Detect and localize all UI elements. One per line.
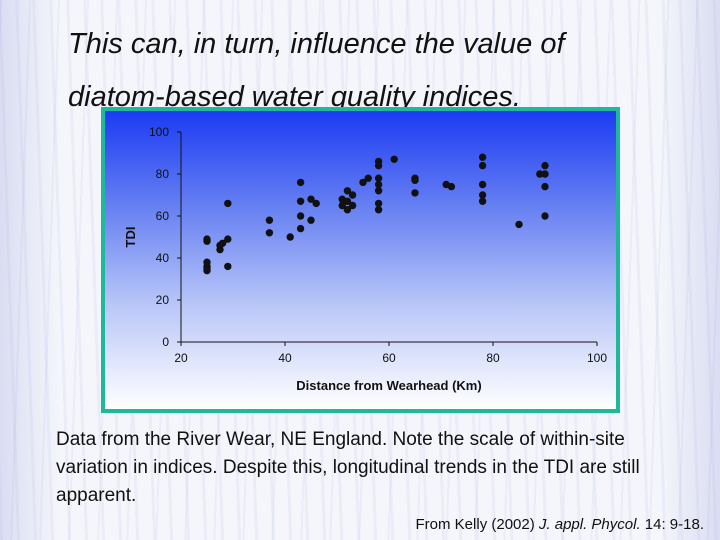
data-point (374, 199, 383, 208)
data-point (203, 266, 211, 275)
y-tick-label: 60 (156, 209, 170, 223)
data-point (224, 199, 232, 208)
data-point (296, 224, 305, 233)
data-point (203, 235, 211, 243)
data-point (343, 197, 352, 205)
data-point (343, 206, 352, 214)
y-tick-label: 0 (162, 335, 169, 349)
scatter-chart: 0 20 40 60 80 100 20 40 60 80 100 Distance from Wea… (123, 125, 607, 393)
data-point (265, 216, 274, 224)
y-tick-label: 100 (149, 125, 169, 139)
data-point (515, 220, 523, 229)
data-point (374, 206, 383, 214)
data-point (390, 155, 398, 163)
citation-prefix: From Kelly (2002) (415, 516, 535, 533)
y-axis-label: TDI (123, 227, 138, 248)
data-point (411, 176, 419, 184)
data-point (265, 229, 274, 237)
data-point (359, 178, 367, 187)
data-point (348, 201, 357, 210)
data-point (541, 170, 549, 178)
x-tick-label: 80 (486, 351, 500, 365)
data-point (447, 182, 456, 191)
data-point (411, 189, 419, 197)
citation-journal: J. appl. Phycol. (538, 516, 641, 533)
data-point (478, 197, 487, 205)
data-point (374, 174, 383, 182)
citation-suffix: 14: 9-18. (644, 516, 704, 533)
data-point (348, 191, 357, 199)
data-point (374, 180, 383, 189)
data-point (478, 180, 487, 189)
data-point (224, 262, 232, 271)
y-tick-label: 20 (156, 293, 170, 307)
data-point (478, 191, 487, 199)
data-point (338, 201, 346, 210)
y-tick-label: 80 (156, 167, 170, 181)
x-tick-label: 60 (382, 351, 396, 365)
data-point (307, 216, 315, 224)
data-point (478, 161, 487, 170)
data-point (478, 153, 487, 161)
data-point (218, 239, 227, 247)
data-point (541, 212, 549, 220)
data-point (296, 178, 305, 187)
data-point (296, 212, 305, 220)
x-tick-label: 40 (278, 351, 292, 365)
data-point (364, 174, 372, 182)
x-tick-label: 20 (174, 351, 188, 365)
title-line-1: This can, in turn, influence the value o… (68, 28, 565, 60)
x-axis-label: Distance from Wearhead (Km) (296, 378, 481, 393)
data-point (312, 199, 320, 208)
data-point (541, 182, 549, 191)
data-point (374, 187, 383, 195)
x-tick-label: 100 (587, 351, 607, 365)
data-point (536, 170, 544, 178)
chart-frame: 0 20 40 60 80 100 20 40 60 80 100 Distance from Wea… (101, 107, 620, 413)
data-point (224, 235, 232, 243)
data-point (286, 233, 294, 241)
data-point (541, 161, 549, 170)
data-point (296, 197, 305, 205)
data-point (343, 187, 352, 195)
y-tick-label: 40 (156, 251, 170, 265)
data-point (374, 161, 383, 170)
data-point (307, 195, 315, 203)
citation: From Kelly (2002) J. appl. Phycol. 14: 9… (416, 516, 704, 533)
slide-caption: Data from the River Wear, NE England. No… (56, 429, 640, 506)
